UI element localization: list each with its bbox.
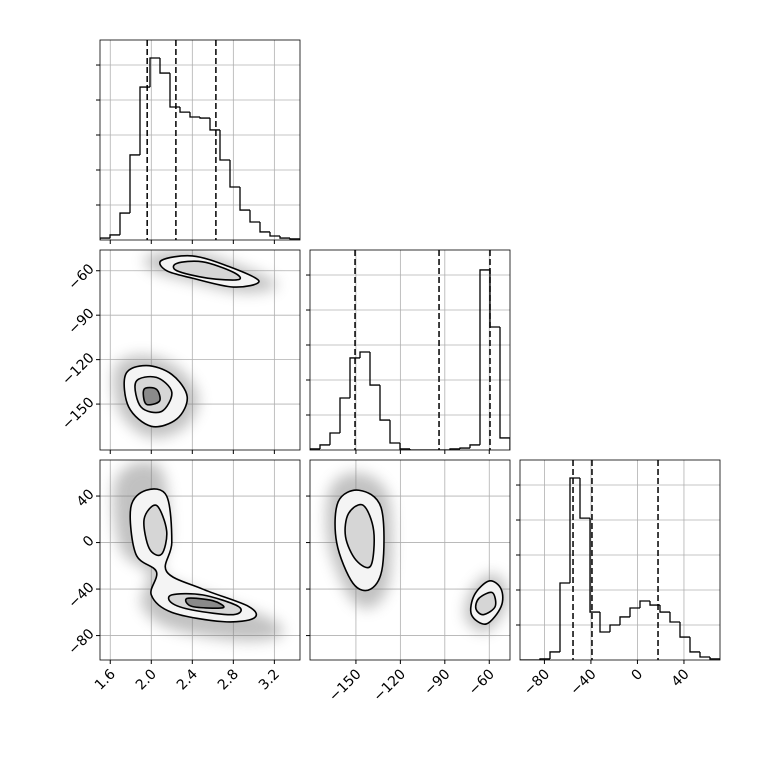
- histogram-step: [569, 477, 580, 584]
- histogram-step: [159, 58, 170, 74]
- histogram-step: [389, 420, 400, 444]
- y-tick-label: −150: [59, 394, 98, 433]
- x-tick-label: 40: [669, 666, 693, 690]
- histogram-step: [179, 107, 190, 113]
- y-tick-label: 40: [74, 486, 98, 510]
- histogram-step: [149, 57, 160, 88]
- histogram-step: [459, 447, 470, 449]
- histogram-step: [209, 118, 220, 131]
- histogram-step: [469, 444, 480, 449]
- panel: [96, 39, 301, 244]
- histogram-step: [289, 238, 300, 240]
- histogram-step: [129, 154, 140, 214]
- histogram-step: [249, 210, 260, 223]
- y-tick-label: −120: [59, 350, 98, 389]
- histogram-step: [559, 582, 570, 652]
- histogram-step: [629, 607, 640, 617]
- y-tick-label: 0: [80, 533, 98, 551]
- panel-frame: [99, 249, 301, 451]
- panel: [306, 249, 511, 454]
- histogram-step: [229, 160, 240, 188]
- histogram-step: [310, 448, 320, 450]
- histogram-step: [139, 86, 150, 155]
- x-tick-label: 3.2: [256, 666, 283, 693]
- histogram-step: [319, 444, 330, 449]
- histogram-step: [279, 235, 290, 239]
- plot-area: [326, 472, 509, 633]
- plot-area: [113, 250, 278, 438]
- histogram-step: [599, 612, 610, 633]
- contour: [172, 260, 242, 281]
- histogram-step: [649, 601, 660, 606]
- panel: −80 −40 0 40: [516, 459, 721, 699]
- histogram-step: [609, 624, 620, 633]
- contour: [184, 597, 225, 609]
- histogram-step: [589, 518, 600, 613]
- histogram-step: [659, 605, 670, 613]
- histogram-step: [639, 600, 650, 609]
- histogram-step: [339, 397, 350, 434]
- panel: 1.6 2.0 2.4 2.8 3.2 −80 −40 0 40: [65, 459, 301, 693]
- histogram-step: [349, 357, 360, 399]
- y-tick-label: −80: [65, 626, 97, 658]
- histogram-step: [199, 116, 210, 119]
- x-tick-label: 2.4: [174, 666, 201, 693]
- contour: [142, 386, 161, 406]
- x-tick-label: 2.8: [215, 666, 242, 693]
- histogram-step: [109, 234, 120, 239]
- contour: [143, 504, 168, 557]
- panel-frame: [99, 459, 301, 661]
- y-tick-label: −60: [65, 261, 97, 293]
- y-tick-label: −40: [65, 579, 97, 611]
- histogram-step: [689, 637, 700, 653]
- plot-area: [100, 40, 300, 240]
- histogram-step: [169, 73, 180, 108]
- contour: [474, 591, 497, 616]
- contour: [344, 503, 375, 569]
- histogram-step: [579, 478, 590, 519]
- histogram-step: [259, 221, 270, 233]
- panel: −150 −120 −90 −60: [59, 249, 301, 454]
- histogram-step: [499, 326, 510, 450]
- panel: −150−120 −90 −60: [306, 459, 511, 705]
- x-tick-label: −90: [421, 666, 453, 698]
- histogram-step: [699, 651, 710, 658]
- histogram-step: [189, 112, 200, 118]
- panel-frame: [519, 459, 721, 661]
- histogram-step: [100, 237, 110, 240]
- histogram-step: [399, 443, 410, 450]
- histogram-step: [669, 612, 680, 623]
- histogram-step: [619, 616, 630, 626]
- panel-frame: [99, 39, 301, 241]
- x-tick-label: −40: [567, 666, 599, 698]
- histogram-step: [549, 651, 560, 659]
- plot-area: [520, 460, 720, 660]
- histogram-step: [269, 231, 280, 237]
- histogram-step: [379, 385, 390, 421]
- histogram-step: [119, 212, 130, 235]
- histogram-step: [679, 622, 690, 638]
- histogram-step: [489, 269, 500, 328]
- panel-frame: [309, 249, 511, 451]
- plot-area: [113, 461, 284, 641]
- histogram-step: [479, 269, 490, 445]
- x-tick-label: 1.6: [92, 666, 119, 693]
- histogram-step: [409, 448, 420, 450]
- histogram-step: [329, 432, 340, 445]
- histogram-step: [239, 186, 250, 211]
- x-tick-label: −120: [371, 666, 410, 705]
- y-tick-label: −90: [65, 306, 97, 338]
- x-tick-label: 2.0: [133, 666, 160, 693]
- plot-area: [310, 250, 510, 450]
- histogram-step: [359, 351, 370, 358]
- panel-frame: [309, 459, 511, 661]
- x-tick-label: 0: [628, 666, 646, 684]
- x-tick-label: −150: [326, 666, 365, 705]
- x-tick-label: −60: [466, 666, 498, 698]
- histogram-step: [709, 657, 720, 660]
- histogram-step: [219, 129, 230, 161]
- x-tick-label: −80: [521, 666, 553, 698]
- histogram-step: [369, 352, 380, 386]
